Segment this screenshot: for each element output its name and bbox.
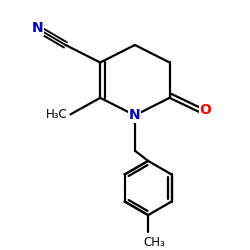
Text: H₃C: H₃C <box>46 108 67 121</box>
Text: N: N <box>129 108 141 122</box>
Text: N: N <box>32 21 43 35</box>
Text: O: O <box>199 104 211 118</box>
Text: CH₃: CH₃ <box>143 236 165 249</box>
